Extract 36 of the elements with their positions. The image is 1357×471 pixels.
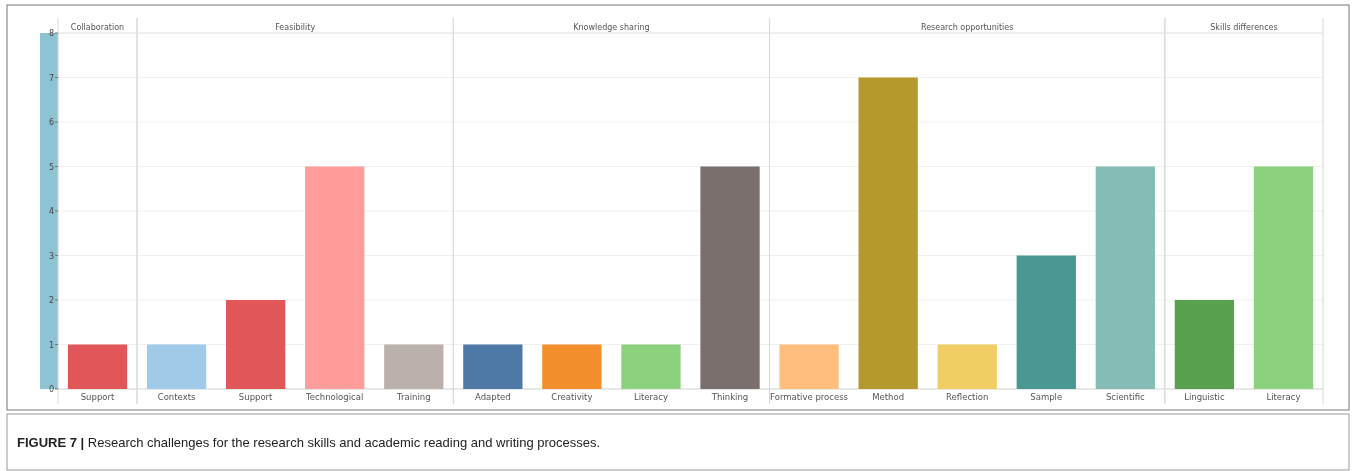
- chart-title: Knowledge sharing: [573, 23, 650, 32]
- y-tick-label: 6: [48, 118, 54, 127]
- y-tick-label: 5: [48, 162, 54, 172]
- chart-title: Collaboration: [70, 23, 125, 32]
- bar: [858, 77, 918, 389]
- x-tick-label: Technological: [305, 392, 364, 402]
- x-tick-label: Method: [872, 392, 905, 402]
- x-tick-label: Sample: [1030, 392, 1063, 402]
- x-tick-label: Creativity: [551, 392, 593, 402]
- chart-title: Skills differences: [1210, 23, 1278, 32]
- y-tick-label: 7: [48, 73, 54, 83]
- bar: [937, 344, 997, 389]
- x-tick-label: Contexts: [157, 392, 197, 402]
- x-tick-label: Adapted: [475, 392, 511, 402]
- y-tick-label: 8: [48, 29, 54, 38]
- x-tick-label: Support: [80, 392, 115, 402]
- x-tick-label: Literacy: [1266, 392, 1301, 402]
- y-tick-label: 3: [48, 251, 54, 261]
- x-tick-label: Linguistic: [1184, 392, 1225, 402]
- x-tick-label: Support: [238, 392, 274, 402]
- chart-title: Feasibility: [275, 23, 316, 32]
- y-tick-label: 4: [48, 207, 54, 216]
- x-tick-label: Literacy: [633, 392, 669, 402]
- bar: [1095, 166, 1155, 389]
- x-tick-label: Reflection: [946, 392, 989, 402]
- x-tick-label: Scientific: [1105, 392, 1146, 402]
- y-tick-label: 1: [48, 340, 54, 350]
- chart-title: Research opportunities: [921, 23, 1014, 32]
- x-tick-label: Training: [396, 392, 431, 402]
- bar: [779, 344, 839, 389]
- y-tick-label: 0: [48, 385, 54, 394]
- x-tick-label: Formative process: [770, 392, 849, 402]
- caption: FIGURE 7 | Research challenges for the research skills and academic reading and writing processes.: [17, 435, 601, 450]
- x-tick-label: Thinking: [710, 392, 749, 402]
- bar: [1016, 255, 1076, 389]
- y-tick-label: 2: [48, 296, 54, 305]
